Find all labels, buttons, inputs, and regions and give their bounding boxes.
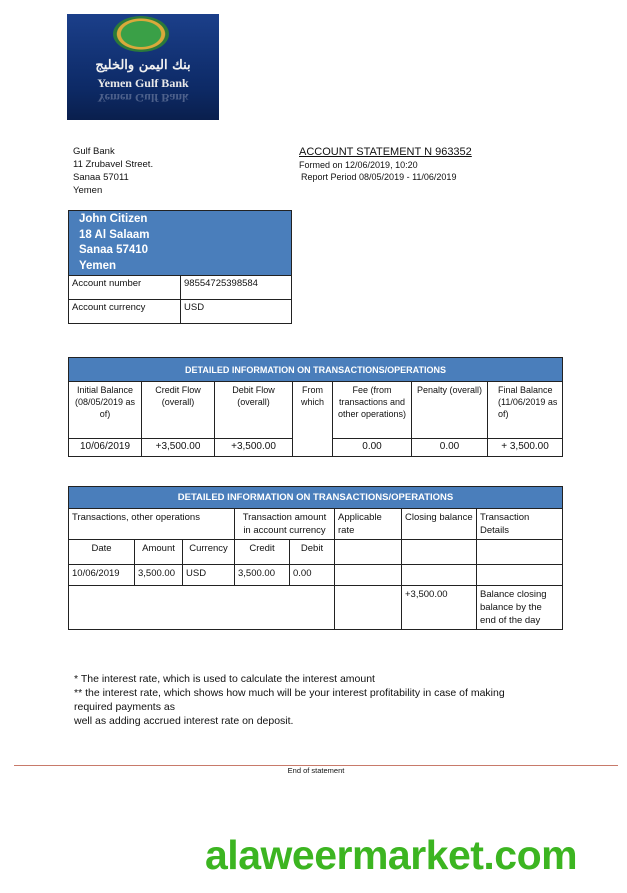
cell: 3,500.00 — [134, 564, 183, 586]
customer-address: John Citizen 18 Al Salaam Sanaa 57410 Ye… — [67, 210, 293, 276]
account-currency-label: Account currency — [68, 299, 181, 324]
cell: +3,500.00 — [214, 438, 293, 457]
statement-title: ACCOUNT STATEMENT N 963352 — [299, 146, 472, 158]
empty-cell — [334, 539, 402, 565]
summary-title: DETAILED INFORMATION ON TRANSACTIONS/OPE… — [67, 357, 564, 382]
logo-emblem — [113, 16, 169, 52]
logo-arabic: بنك اليمن والخليج — [95, 58, 191, 73]
col-amount: Amount — [134, 539, 183, 565]
details-title: DETAILED INFORMATION ON TRANSACTIONS/OPE… — [68, 486, 563, 509]
col-transactions: Transactions, other operations — [68, 508, 235, 540]
col-credit-flow: Credit Flow (overall) — [141, 381, 215, 439]
divider — [14, 765, 618, 766]
cell: 10/06/2019 — [68, 564, 135, 586]
customer-line: Sanaa 57410 — [79, 244, 149, 256]
empty-cell — [68, 585, 335, 630]
col-transaction-details: Transaction Details — [476, 508, 563, 540]
cell: 0.00 — [289, 564, 335, 586]
customer-name: John Citizen — [79, 213, 148, 225]
col-closing-balance: Closing balance — [401, 508, 477, 540]
col-initial-balance: Initial Balance (08/05/2019 as of) — [68, 381, 142, 439]
empty-cell — [334, 585, 402, 630]
bank-logo: بنك اليمن والخليج Yemen Gulf Bank Yemen … — [67, 14, 219, 120]
report-period: Report Period 08/05/2019 - 11/06/2019 — [301, 172, 457, 182]
account-number: 98554725398584 — [179, 275, 293, 300]
cell: 0.00 — [332, 438, 412, 457]
footnote: * The interest rate, which is used to ca… — [74, 673, 375, 685]
col-fee: Fee (from transactions and other operati… — [332, 381, 412, 439]
cell: +3,500.00 — [141, 438, 215, 457]
table-row: 10/06/2019 3,500.00 USD 3,500.00 0.00 — [68, 564, 563, 586]
empty-cell — [476, 539, 563, 565]
address-line: Gulf Bank — [73, 146, 115, 157]
address-line: Sanaa 57011 — [73, 172, 129, 183]
col-debit-flow: Debit Flow (overall) — [214, 381, 293, 439]
empty-cell — [334, 564, 402, 586]
col-credit: Credit — [234, 539, 290, 565]
col-penalty: Penalty (overall) — [411, 381, 488, 439]
cell: 3,500.00 — [234, 564, 290, 586]
bank-address: Gulf Bank 11 Zrubavel Street. Sanaa 5701… — [73, 145, 153, 197]
col-final-balance: Final Balance (11/06/2019 as of) — [486, 381, 564, 439]
statement-header: ACCOUNT STATEMENT N 963352 Formed on 12/… — [299, 145, 472, 183]
footnote: ** the interest rate, which shows how mu… — [74, 687, 505, 713]
cell: USD — [182, 564, 235, 586]
formed-date: Formed on 12/06/2019, 10:20 — [299, 160, 418, 170]
cell: 10/06/2019 — [68, 438, 142, 457]
footnote: well as adding accrued interest rate on … — [74, 715, 294, 727]
address-line: 11 Zrubavel Street. — [73, 159, 154, 170]
end-of-statement: End of statement — [287, 766, 345, 775]
customer-line: Yemen — [79, 259, 117, 272]
empty-cell — [401, 564, 477, 586]
col-debit: Debit — [289, 539, 335, 565]
account-number-label: Account number — [68, 275, 181, 300]
empty-cell — [476, 564, 563, 586]
closing-balance: +3,500.00 — [401, 585, 477, 630]
closing-note: Balance closing balance by the end of th… — [476, 585, 563, 630]
col-currency: Currency — [182, 539, 235, 565]
details-table: DETAILED INFORMATION ON TRANSACTIONS/OPE… — [68, 486, 563, 630]
col-date: Date — [68, 539, 135, 565]
col-applicable-rate: Applicable rate — [334, 508, 402, 540]
col-from-which: From which — [292, 381, 333, 457]
logo-reflection: Yemen Gulf Bank — [97, 91, 189, 105]
customer-box: John Citizen 18 Al Salaam Sanaa 57410 Ye… — [67, 210, 293, 324]
address-line: Yemen — [73, 185, 103, 196]
customer-line: 18 Al Salaam — [79, 228, 150, 241]
cell: 0.00 — [411, 438, 488, 457]
account-currency: USD — [179, 299, 293, 324]
col-transaction-amount: Transaction amount in account currency — [234, 508, 335, 540]
logo-english: Yemen Gulf Bank — [97, 76, 189, 90]
empty-cell — [401, 539, 477, 565]
cell: + 3,500.00 — [486, 438, 564, 457]
summary-table: DETAILED INFORMATION ON TRANSACTIONS/OPE… — [67, 357, 564, 457]
watermark: alaweermarket.com — [205, 832, 578, 878]
